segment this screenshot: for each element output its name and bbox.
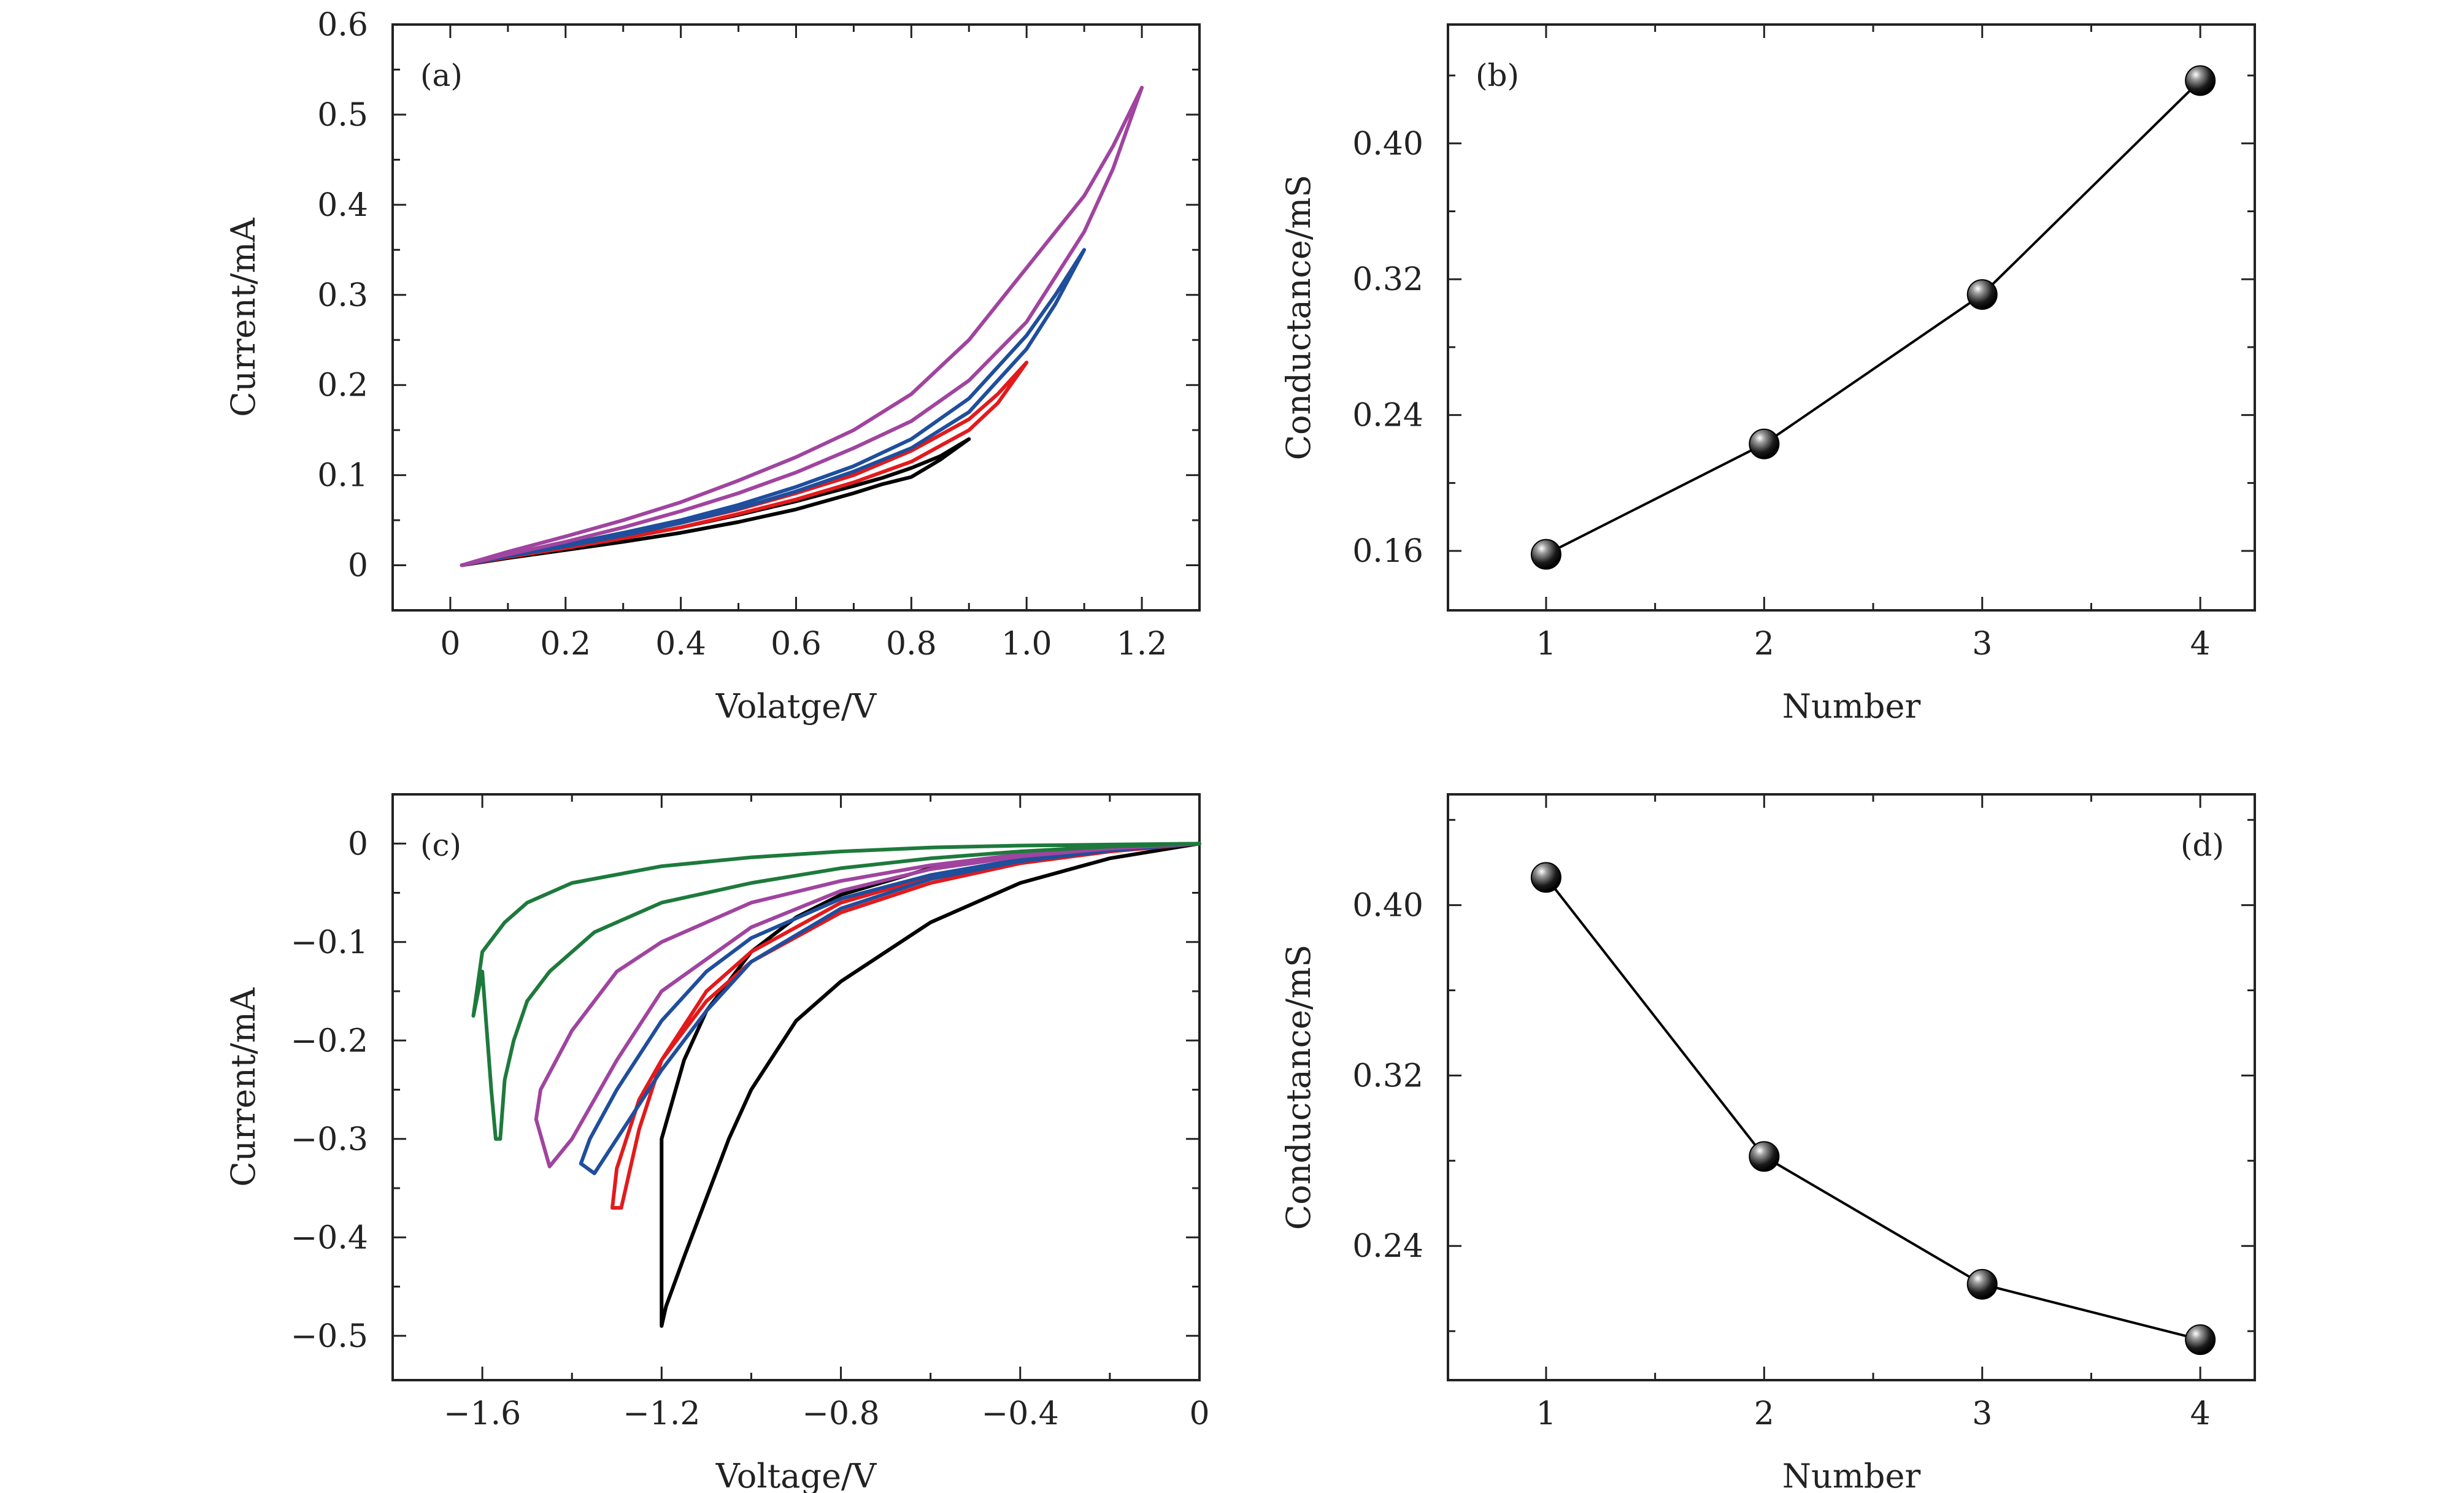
- x-tick-label: 4: [2190, 1395, 2211, 1432]
- panel-d-conductance-chart: 1 2 3 4 0.24 0.32 0.40 Number Conductance/mS (d): [1279, 793, 2256, 1493]
- data-point: [1966, 279, 1998, 310]
- x-tick-label: 1.2: [1117, 626, 1168, 662]
- x-axis-title: Voltage/V: [715, 1457, 877, 1493]
- y-axis-title: Current/mA: [224, 217, 263, 417]
- panel-label: (a): [420, 58, 463, 93]
- data-point: [1530, 539, 1561, 570]
- y-tick-label: 0.4: [317, 187, 368, 224]
- series-line-2: [460, 361, 1029, 567]
- x-tick-label: −1.2: [623, 1395, 700, 1432]
- series-line-3: [579, 842, 1201, 1175]
- y-tick-label: 0.32: [1352, 1057, 1423, 1094]
- y-tick-label: 0: [348, 826, 368, 862]
- series-line-5: [471, 842, 1201, 1141]
- series-line-2: [610, 842, 1201, 1210]
- y-tick-label: 0.5: [317, 97, 368, 134]
- x-tick-label: 0.4: [655, 626, 706, 662]
- y-axis-title: Conductance/mS: [1279, 945, 1318, 1230]
- x-tick-label: −0.8: [802, 1395, 879, 1432]
- data-point: [1530, 862, 1561, 893]
- plot-frame: [1447, 23, 2256, 612]
- panel-label: (b): [1476, 58, 1519, 93]
- y-tick-label: −0.5: [291, 1318, 368, 1355]
- x-tick-label: 3: [1972, 626, 1992, 662]
- x-axis-title: Number: [1782, 1457, 1921, 1493]
- y-tick-label: 0.16: [1352, 533, 1423, 570]
- y-axis-title: Current/mA: [224, 987, 263, 1187]
- y-tick-label: −0.4: [291, 1219, 368, 1256]
- y-tick-label: 0.32: [1352, 261, 1423, 298]
- plot-frame: [1447, 793, 2256, 1381]
- plot-frame: [391, 23, 1201, 612]
- y-tick-label: 0.6: [317, 7, 368, 44]
- data-point: [2185, 65, 2216, 96]
- y-tick-label: 0.2: [317, 367, 368, 404]
- panel-a-current-voltage-chart: 0 0.2 0.4 0.6 0.8 1.0 1.2 0 0.1 0.2 0.3 0.4 0.5 0.6 Vo…: [224, 7, 1201, 726]
- x-tick-label: 2: [1754, 626, 1774, 662]
- y-tick-label: −0.1: [291, 924, 368, 961]
- x-tick-label: −0.4: [982, 1395, 1059, 1432]
- x-tick-label: 0.8: [886, 626, 937, 662]
- x-axis-title: Number: [1782, 687, 1921, 726]
- x-tick-label: 2: [1754, 1395, 1774, 1432]
- data-point: [1749, 1141, 1780, 1172]
- panel-label: (c): [420, 827, 461, 863]
- y-tick-label: −0.3: [291, 1121, 368, 1158]
- y-tick-label: 0.40: [1352, 126, 1423, 163]
- plot-frame: [391, 793, 1201, 1381]
- x-tick-label: 1: [1536, 626, 1556, 662]
- panel-label: (d): [2181, 827, 2224, 863]
- series-line-4: [534, 842, 1201, 1169]
- x-tick-label: 0.6: [771, 626, 822, 662]
- y-tick-label: 0.1: [317, 458, 368, 494]
- x-tick-label: −1.6: [444, 1395, 521, 1432]
- x-tick-label: 0.2: [540, 626, 591, 662]
- series-line-1: [1544, 876, 2202, 1341]
- y-tick-label: 0.40: [1352, 888, 1423, 924]
- data-point: [1749, 428, 1780, 459]
- x-tick-label: 1: [1536, 1395, 1556, 1432]
- y-tick-label: 0.24: [1352, 1228, 1423, 1265]
- x-tick-label: 4: [2190, 626, 2211, 662]
- x-tick-label: 1.0: [1001, 626, 1052, 662]
- y-tick-label: 0.24: [1352, 397, 1423, 434]
- series-line-1: [1544, 79, 2202, 556]
- x-tick-label: 3: [1972, 1395, 1992, 1432]
- x-axis-title: Volatge/V: [715, 687, 877, 726]
- series-line-3: [460, 248, 1087, 567]
- series-line-4: [460, 85, 1144, 567]
- y-tick-label: 0: [348, 548, 368, 585]
- panel-c-current-voltage-chart: −1.6 −1.2 −0.8 −0.4 0 0 −0.1 −0.2 −0.3 −0.4 −0.5 Vo…: [224, 793, 1210, 1493]
- y-axis-title: Conductance/mS: [1279, 175, 1318, 460]
- series-line-1: [660, 842, 1201, 1328]
- data-point: [2185, 1324, 2216, 1356]
- y-tick-label: 0.3: [317, 277, 368, 314]
- x-tick-label: 0: [440, 626, 460, 662]
- panel-b-conductance-chart: 1 2 3 4 0.16 0.24 0.32 0.40 Number Conductance/mS…: [1279, 23, 2256, 726]
- y-tick-label: −0.2: [291, 1023, 368, 1059]
- x-tick-label: 0: [1189, 1395, 1209, 1432]
- data-point: [1966, 1268, 1998, 1300]
